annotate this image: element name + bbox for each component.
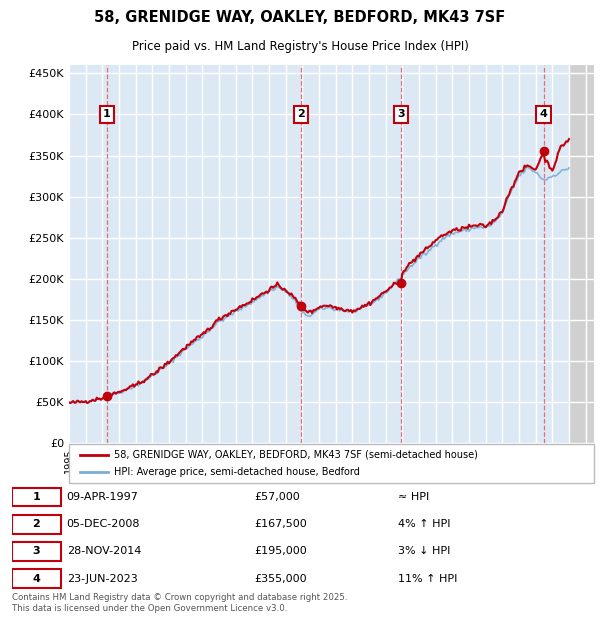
- Text: ≈ HPI: ≈ HPI: [398, 492, 429, 502]
- Text: HPI: Average price, semi-detached house, Bedford: HPI: Average price, semi-detached house,…: [113, 467, 359, 477]
- Text: £355,000: £355,000: [254, 574, 307, 583]
- Text: 05-DEC-2008: 05-DEC-2008: [67, 520, 140, 529]
- Text: 2: 2: [297, 110, 305, 120]
- Text: 2: 2: [32, 520, 40, 529]
- Text: 4% ↑ HPI: 4% ↑ HPI: [398, 520, 451, 529]
- Text: 58, GRENIDGE WAY, OAKLEY, BEDFORD, MK43 7SF: 58, GRENIDGE WAY, OAKLEY, BEDFORD, MK43 …: [94, 10, 506, 25]
- FancyBboxPatch shape: [12, 569, 61, 588]
- Text: Price paid vs. HM Land Registry's House Price Index (HPI): Price paid vs. HM Land Registry's House …: [131, 40, 469, 53]
- Text: 28-NOV-2014: 28-NOV-2014: [67, 546, 141, 556]
- Text: 3: 3: [32, 546, 40, 556]
- Text: Contains HM Land Registry data © Crown copyright and database right 2025.
This d: Contains HM Land Registry data © Crown c…: [12, 593, 347, 613]
- Bar: [569, 65, 594, 443]
- FancyBboxPatch shape: [12, 515, 61, 533]
- Text: 11% ↑ HPI: 11% ↑ HPI: [398, 574, 457, 583]
- FancyBboxPatch shape: [69, 444, 594, 483]
- Text: 3: 3: [397, 110, 404, 120]
- Text: £167,500: £167,500: [254, 520, 307, 529]
- Text: 3% ↓ HPI: 3% ↓ HPI: [398, 546, 450, 556]
- FancyBboxPatch shape: [12, 488, 61, 507]
- Text: 1: 1: [103, 110, 111, 120]
- Text: 58, GRENIDGE WAY, OAKLEY, BEDFORD, MK43 7SF (semi-detached house): 58, GRENIDGE WAY, OAKLEY, BEDFORD, MK43 …: [113, 450, 478, 459]
- Text: 23-JUN-2023: 23-JUN-2023: [67, 574, 137, 583]
- FancyBboxPatch shape: [12, 542, 61, 560]
- Text: 09-APR-1997: 09-APR-1997: [67, 492, 139, 502]
- Text: £195,000: £195,000: [254, 546, 307, 556]
- Text: £57,000: £57,000: [254, 492, 299, 502]
- Text: 1: 1: [32, 492, 40, 502]
- Text: 4: 4: [32, 574, 40, 583]
- Text: 4: 4: [540, 110, 548, 120]
